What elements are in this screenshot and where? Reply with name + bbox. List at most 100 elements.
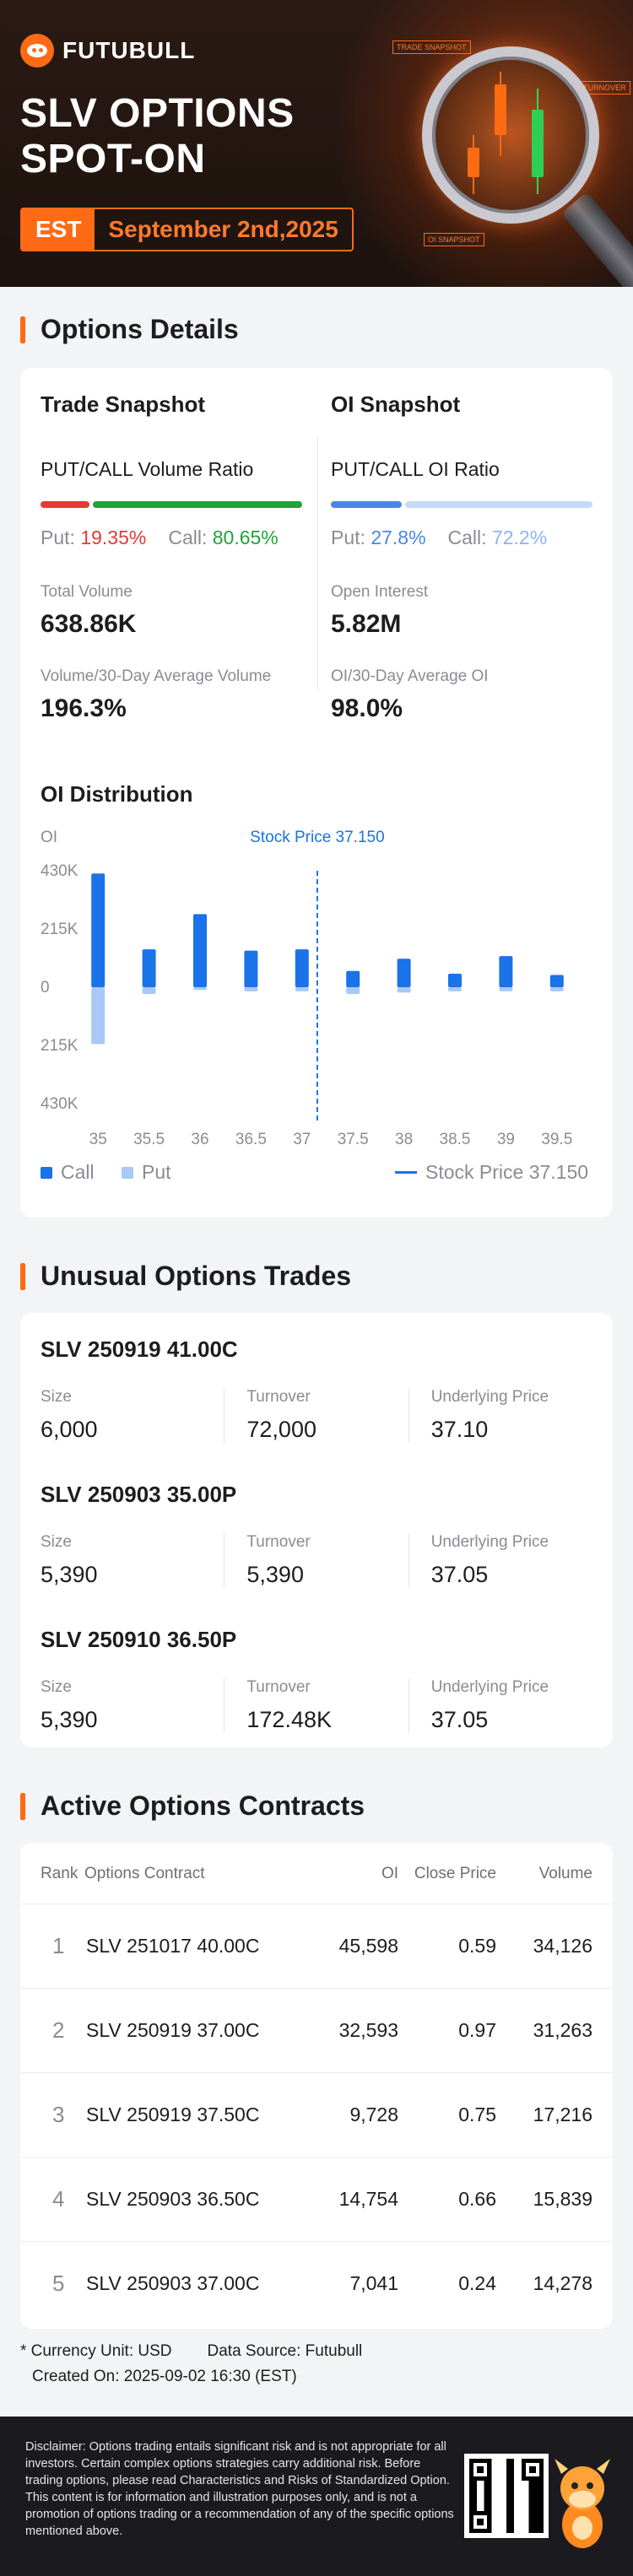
oi-avg-value: 98.0% xyxy=(331,694,403,722)
row-rank: 4 xyxy=(52,2186,65,2211)
stock-price-label: Stock Price 37.150 xyxy=(250,829,384,846)
trade-turnover: 5,390 xyxy=(246,1562,304,1587)
stock-line-icon xyxy=(395,1171,417,1174)
row-oi: 7,041 xyxy=(349,2272,398,2294)
trade-turnover: 72,000 xyxy=(246,1417,316,1442)
trade-snapshot: Trade Snapshot PUT/CALL Volume Ratio Put… xyxy=(41,368,302,723)
hero-banner: FUTUBULL SLV OPTIONS SPOT-ON EST Septemb… xyxy=(0,0,633,287)
row-volume: 15,839 xyxy=(533,2188,592,2210)
y-axis-label: OI xyxy=(41,829,57,846)
candle-green-icon xyxy=(532,110,544,177)
turnover-label: Turnover xyxy=(246,1533,311,1551)
table-row[interactable]: 1 SLV 251017 40.00C 45,598 0.59 34,126 xyxy=(20,1904,613,1988)
row-volume: 31,263 xyxy=(533,2019,592,2041)
chart-title: OI Distribution xyxy=(41,781,193,807)
trade-item: SLV 250919 41.00C Size 6,000 Turnover 72,0… xyxy=(41,1337,592,1443)
y-tick-label: 430K xyxy=(41,1095,78,1113)
table-row[interactable]: 5 SLV 250903 37.00C 7,041 0.24 14,278 xyxy=(20,2241,613,2325)
header-volume: Volume xyxy=(538,1865,592,1882)
oi-put-portion xyxy=(331,501,403,508)
put-value: 19.35% xyxy=(80,527,147,548)
table-row[interactable]: 2 SLV 250919 37.00C 32,593 0.97 31,263 xyxy=(20,1988,613,2072)
header-contract: Options Contract xyxy=(84,1865,205,1882)
x-tick-label: 36 xyxy=(191,1131,208,1148)
oi-ratio-bar xyxy=(331,501,592,508)
brand-logo: FUTUBULL xyxy=(20,34,195,68)
section-accent xyxy=(20,1262,25,1290)
legend-put-label: Put xyxy=(142,1161,171,1183)
section-accent xyxy=(20,316,25,343)
oi-ratio-label: PUT/CALL OI Ratio xyxy=(331,458,500,480)
y-tick-label: 430K xyxy=(41,862,78,880)
put-bar xyxy=(499,987,513,991)
row-rank: 3 xyxy=(52,2102,65,2127)
underlying-label: Underlying Price xyxy=(430,1678,549,1696)
trade-underlying: 37.05 xyxy=(430,1562,489,1587)
row-contract: SLV 251017 40.00C xyxy=(86,1935,260,1957)
trade-snapshot-heading: Trade Snapshot xyxy=(41,392,206,417)
trade-size: 6,000 xyxy=(41,1417,98,1442)
y-tick-label: 0 xyxy=(41,979,50,996)
put-bar xyxy=(244,987,258,991)
put-bar xyxy=(295,987,309,991)
open-interest-value: 5.82M xyxy=(331,610,402,638)
bull-mascot-icon xyxy=(555,2459,610,2548)
legend-stock-price: Stock Price 37.150 xyxy=(395,1161,588,1184)
x-tick-label: 35.5 xyxy=(133,1131,165,1148)
section-title-text: Unusual Options Trades xyxy=(41,1261,352,1291)
disclaimer-footer: Disclaimer: Options trading entails sign… xyxy=(0,2417,633,2576)
oi-avg-label: OI/30-Day Average OI xyxy=(331,667,489,685)
oi-put-value: 27.8% xyxy=(371,527,426,548)
volume-ratio-values: Put: 19.35% Call: 80.65% xyxy=(41,527,302,549)
bull-logo-icon xyxy=(20,34,54,68)
underlying-label: Underlying Price xyxy=(430,1388,549,1406)
oi-snapshot-heading: OI Snapshot xyxy=(331,392,461,417)
row-rank: 2 xyxy=(52,2017,65,2043)
call-bar xyxy=(193,914,207,987)
volume-ratio-label: PUT/CALL Volume Ratio xyxy=(41,458,254,480)
oi-distribution-chart: OI 430K 215K 0 215K 430K Stock Price 37.150 35 3… xyxy=(41,829,572,1148)
header-oi: OI xyxy=(381,1865,398,1882)
row-oi: 45,598 xyxy=(338,1935,398,1957)
row-oi: 9,728 xyxy=(349,2103,398,2125)
put-bar xyxy=(397,987,411,993)
report-date: September 2nd,2025 xyxy=(108,216,338,242)
trade-item: SLV 250910 36.50P Size 5,390 Turnover 172.… xyxy=(41,1627,592,1733)
title-line-1: SLV OPTIONS xyxy=(20,91,295,136)
table-row[interactable]: 3 SLV 250919 37.50C 9,728 0.75 17,216 xyxy=(20,2072,613,2157)
trade-contract: SLV 250903 35.00P xyxy=(41,1482,237,1507)
oi-call-portion xyxy=(405,501,592,508)
put-bar xyxy=(448,987,462,991)
oi-snapshot: OI Snapshot PUT/CALL OI Ratio Put: 27.8%… xyxy=(331,368,592,723)
legend-call-label: Call xyxy=(61,1161,95,1183)
qr-code-icon[interactable] xyxy=(464,2454,549,2538)
row-oi: 14,754 xyxy=(338,2188,398,2210)
x-tick-label: 35 xyxy=(89,1131,107,1148)
trade-contract: SLV 250910 36.50P xyxy=(41,1627,237,1652)
hero-tag-trade: TRADE SNAPSHOT xyxy=(392,41,471,54)
created-on: Created On: 2025-09-02 16:30 (EST) xyxy=(32,2368,297,2385)
row-close: 0.75 xyxy=(458,2103,496,2125)
currency-note: * Currency Unit: USD xyxy=(20,2342,172,2360)
active-contracts-card: Rank Options Contract OI Close Price Vol… xyxy=(20,1843,613,2329)
section-title-text: Active Options Contracts xyxy=(41,1790,365,1821)
x-tick-label: 39.5 xyxy=(541,1131,572,1148)
call-bar xyxy=(499,956,513,987)
table-row[interactable]: 4 SLV 250903 36.50C 14,754 0.66 15,839 xyxy=(20,2157,613,2241)
row-rank: 1 xyxy=(52,1933,65,1958)
call-bar xyxy=(142,949,156,987)
row-contract: SLV 250903 36.50C xyxy=(86,2188,260,2210)
total-volume-value: 638.86K xyxy=(41,610,137,638)
put-bar xyxy=(142,987,156,995)
x-tick-label: 37.5 xyxy=(338,1131,369,1148)
volume-avg-value: 196.3% xyxy=(41,694,127,722)
row-rank: 5 xyxy=(52,2271,65,2296)
open-interest-label: Open Interest xyxy=(331,583,429,601)
oi-call-label: Call: xyxy=(447,527,487,548)
put-bar xyxy=(91,987,106,1045)
x-tick-label: 38 xyxy=(395,1131,413,1148)
title-line-2: SPOT-ON xyxy=(20,137,206,181)
section-title-text: Options Details xyxy=(41,314,239,344)
total-volume-label: Total Volume xyxy=(41,583,133,601)
call-bar xyxy=(244,950,258,987)
